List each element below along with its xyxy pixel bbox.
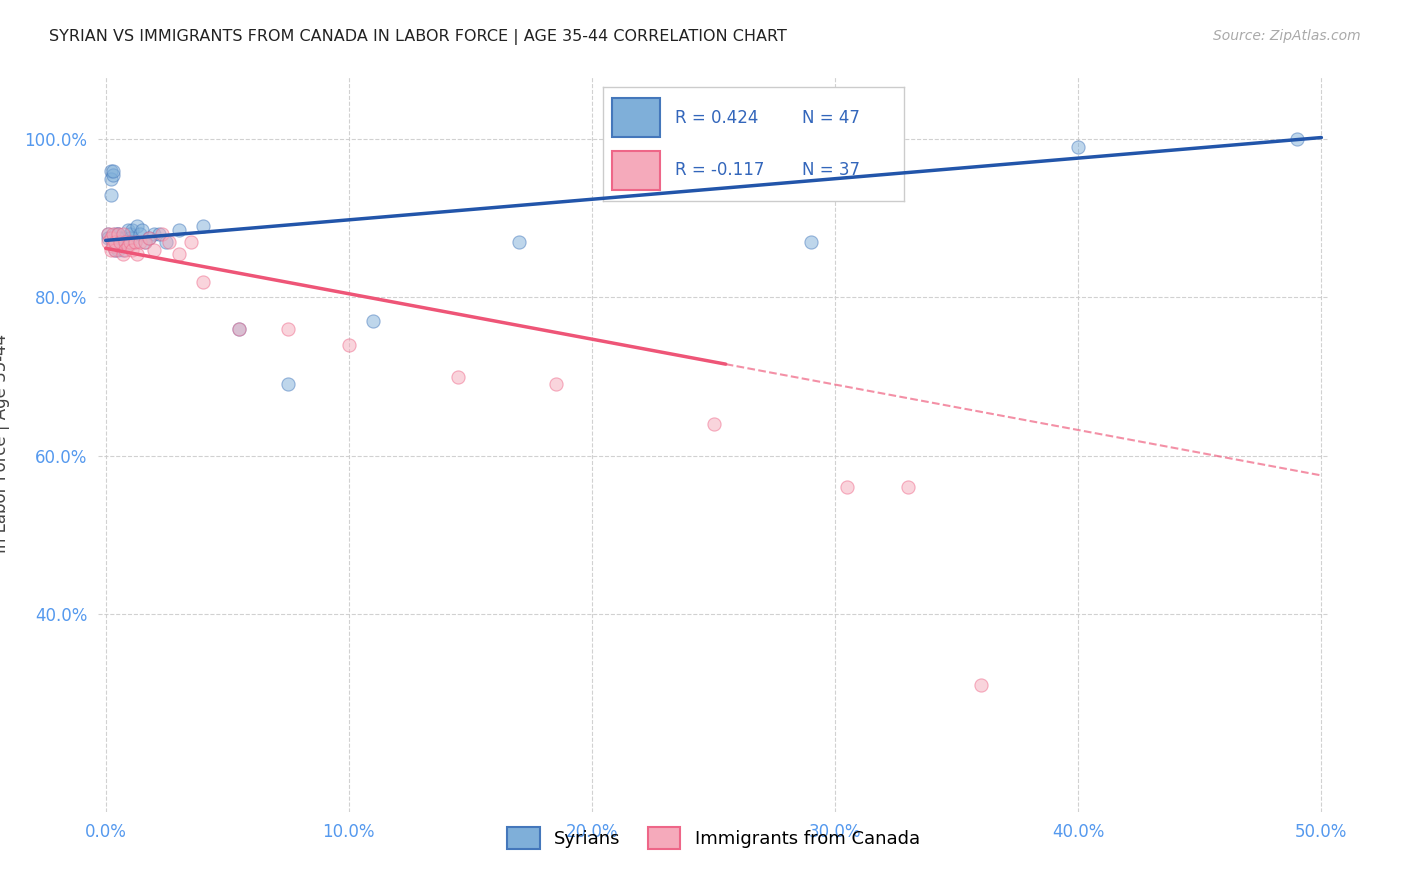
Point [167, 247, 190, 261]
Point [101, 239, 124, 253]
Point [121, 223, 143, 237]
Point [127, 247, 149, 261]
Point [148, 227, 170, 241]
Point [970, 678, 993, 692]
Point [111, 231, 134, 245]
Point [447, 369, 470, 384]
Text: Source: ZipAtlas.com: Source: ZipAtlas.com [1213, 29, 1361, 44]
Point [127, 219, 149, 234]
Point [100, 187, 122, 202]
Point [167, 223, 190, 237]
Point [101, 227, 124, 241]
Point [114, 239, 136, 253]
Point [134, 235, 156, 249]
Point [191, 219, 214, 234]
Point [337, 338, 360, 352]
Point [111, 243, 134, 257]
Point [107, 227, 129, 241]
Point [134, 235, 156, 249]
Point [150, 227, 173, 241]
Point [101, 235, 124, 249]
Point [128, 235, 150, 249]
Point [114, 231, 136, 245]
Point [111, 247, 134, 261]
Point [138, 231, 160, 245]
Text: SYRIAN VS IMMIGRANTS FROM CANADA IN LABOR FORCE | AGE 35-44 CORRELATION CHART: SYRIAN VS IMMIGRANTS FROM CANADA IN LABO… [49, 29, 787, 45]
Point [97, 227, 120, 241]
Point [277, 322, 299, 336]
Point [1067, 140, 1090, 154]
Legend: Syrians, Immigrants from Canada: Syrians, Immigrants from Canada [498, 818, 929, 858]
Point [800, 235, 823, 249]
Point [97, 235, 120, 249]
Point [191, 275, 214, 289]
Point [111, 227, 134, 241]
Point [118, 231, 141, 245]
Point [121, 243, 143, 257]
Point [104, 235, 127, 249]
Point [104, 227, 127, 241]
Point [107, 243, 129, 257]
Point [143, 227, 166, 241]
Point [100, 243, 122, 257]
Point [155, 235, 177, 249]
Point [110, 235, 132, 249]
Point [110, 231, 132, 245]
Point [104, 231, 127, 245]
Point [97, 227, 120, 241]
Point [180, 235, 202, 249]
Point [117, 223, 139, 237]
Point [101, 235, 124, 249]
Point [111, 235, 134, 249]
Point [837, 480, 859, 494]
Point [107, 235, 129, 249]
Point [143, 243, 166, 257]
Point [1286, 132, 1309, 146]
Point [114, 235, 136, 249]
Point [104, 243, 127, 257]
Point [124, 235, 146, 249]
Point [897, 480, 920, 494]
Point [138, 231, 160, 245]
Point [228, 322, 250, 336]
Point [101, 163, 124, 178]
Point [124, 235, 146, 249]
Point [117, 235, 139, 249]
Point [101, 168, 124, 182]
Point [118, 227, 141, 241]
Point [118, 235, 141, 249]
Point [128, 227, 150, 241]
Point [107, 227, 129, 241]
Point [100, 231, 122, 245]
Point [508, 235, 530, 249]
Point [104, 243, 127, 257]
Point [100, 163, 122, 178]
Point [702, 417, 725, 431]
Point [107, 227, 129, 241]
Point [110, 235, 132, 249]
Point [228, 322, 250, 336]
Point [100, 171, 122, 186]
Point [97, 231, 120, 245]
Point [277, 377, 299, 392]
Point [131, 223, 153, 237]
Point [110, 239, 132, 253]
Y-axis label: In Labor Force | Age 35-44: In Labor Force | Age 35-44 [0, 334, 10, 553]
Point [117, 239, 139, 253]
Point [157, 235, 180, 249]
Point [361, 314, 384, 328]
Point [544, 377, 567, 392]
Point [114, 243, 136, 257]
